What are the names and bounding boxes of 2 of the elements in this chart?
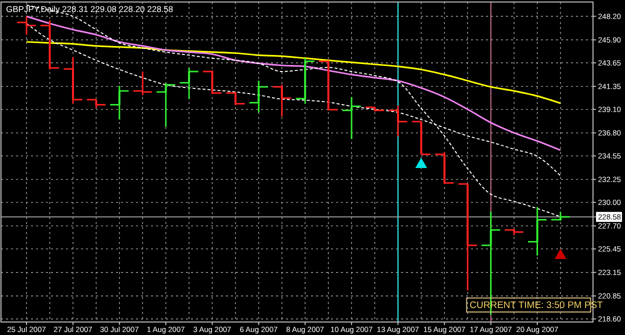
line-series [26, 16, 562, 152]
line-series [26, 41, 562, 104]
